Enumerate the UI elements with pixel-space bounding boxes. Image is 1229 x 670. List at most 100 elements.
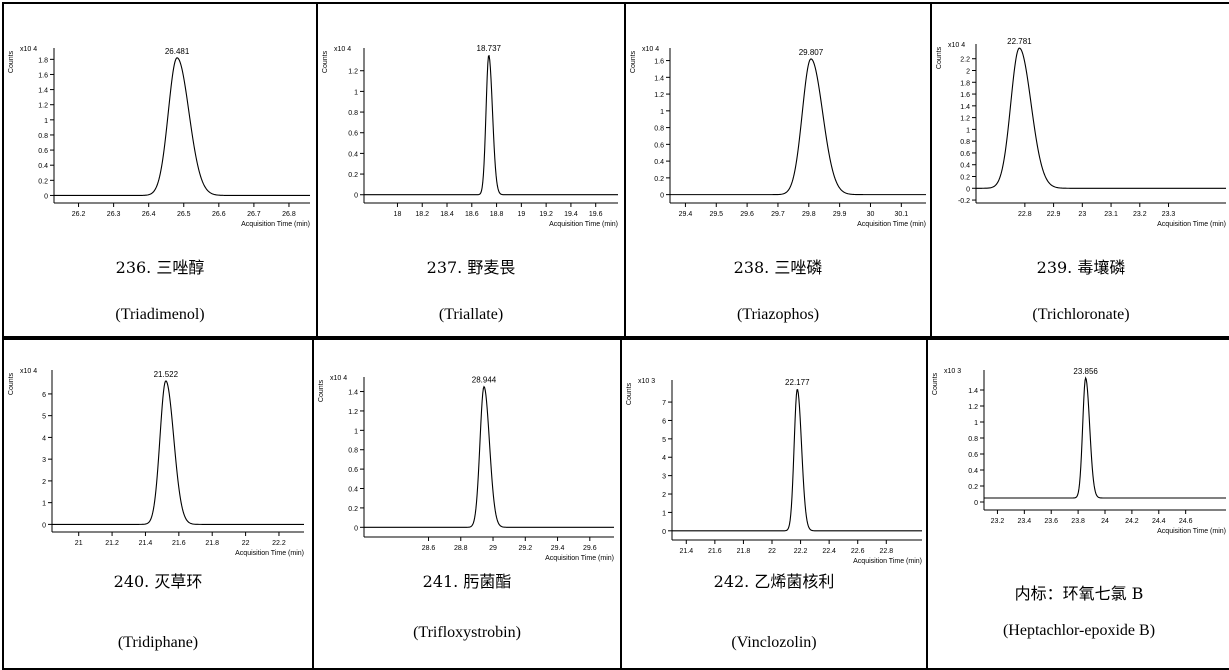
x-tick-label: 22.2 [794,548,808,555]
y-scale-label: x10 4 [948,42,965,49]
y-axis-title: Counts [8,50,15,73]
x-tick-label: 29.7 [771,211,785,218]
x-tick-label: 21.8 [737,548,751,555]
x-tick-label: 23.2 [1133,211,1147,218]
y-axis-title: Counts [626,382,633,405]
y-tick-label: 0.6 [38,148,48,155]
y-tick-label: 0 [44,193,48,200]
y-tick-label: 1 [662,510,666,517]
x-tick-label: 18 [394,211,402,218]
x-tick-label: 19.2 [539,211,553,218]
compound-name-english: (Vinclozolin) [731,634,817,651]
y-tick-label: 1.4 [348,390,358,397]
y-scale-label: x10 3 [638,378,655,385]
y-tick-label: 0.6 [968,452,978,459]
x-tick-label: 30.1 [895,211,909,218]
peak-label: 26.481 [165,47,190,56]
compound-name-chinese: 内标：环氧七氯 B [1014,584,1144,603]
y-tick-label: 7 [662,400,666,407]
y-tick-label: 0.6 [960,151,970,158]
x-tick-label: 22 [242,540,250,547]
chromatogram-chart: 0 0.2 0.4 0.6 0.8 1 1.2 1.4 1.6 1.8 26.2 26.3 26.4 26… [8,46,310,228]
x-axis-title: Acquisition Time (min) [857,221,926,228]
y-tick-label: 0.8 [38,133,48,140]
chromatogram-panel: 0 0.2 0.4 0.6 0.8 1 1.2 1.4 1.6 1.8 26.2 26.3 26.4 26… [2,2,318,338]
y-tick-label: 0.2 [38,178,48,185]
y-tick-label: 1 [660,109,664,116]
y-axis-title: Counts [630,50,637,73]
y-tick-label: 0.2 [960,175,970,182]
y-tick-label: 1 [354,89,358,96]
x-tick-label: 28.6 [422,545,436,552]
chromatogram-panel: -0.2 0 0.2 0.4 0.6 0.8 1 1.2 1.4 1.6 1.8 2 2.2 22.8 22… [930,2,1229,338]
y-tick-label: 0.8 [348,448,358,455]
compound-name-english: (Triadimenol) [115,306,205,323]
x-tick-label: 29.6 [583,545,597,552]
x-tick-label: 26.4 [142,211,156,218]
y-tick-label: 0.6 [654,142,664,149]
y-tick-label: 0 [42,522,46,529]
y-tick-label: 1 [44,118,48,125]
x-tick-label: 24 [1101,518,1109,525]
y-tick-label: 2 [966,69,970,76]
compound-name-chinese: 238. 三唑磷 [733,258,823,277]
y-tick-label: 2 [42,479,46,486]
y-tick-label: 0.4 [960,163,970,170]
x-tick-label: 22.8 [879,548,893,555]
y-tick-label: 0 [660,193,664,200]
y-tick-label: 0 [974,500,978,507]
y-tick-label: 0 [354,525,358,532]
y-tick-label: 1.4 [960,104,970,111]
x-tick-label: 24.2 [1125,518,1139,525]
y-axis-title: Counts [8,372,15,395]
x-tick-label: 28.8 [454,545,468,552]
x-tick-label: 23.8 [1071,518,1085,525]
chromatogram-chart: 0 1 2 3 4 5 6 7 21.4 21.6 21.8 22 22.2 22.4 22.6 22.8 x1… [626,378,922,565]
y-tick-label: -0.2 [958,198,970,205]
compound-name-chinese: 241. 肟菌酯 [422,572,512,591]
y-tick-label: 4 [662,455,666,462]
y-scale-label: x10 3 [944,368,961,375]
y-tick-label: 1.4 [38,88,48,95]
y-tick-label: 0.2 [654,176,664,183]
y-tick-label: 0.8 [960,139,970,146]
y-tick-label: 1.8 [38,57,48,64]
x-tick-label: 22.9 [1047,211,1061,218]
y-tick-label: 0.4 [348,151,358,158]
x-tick-label: 18.2 [415,211,429,218]
compound-name-chinese: 240. 灭草环 [113,572,203,591]
y-scale-label: x10 4 [642,46,659,53]
x-tick-label: 26.2 [72,211,86,218]
y-tick-label: 1.2 [960,116,970,123]
y-tick-label: 0.4 [654,159,664,166]
x-axis-title: Acquisition Time (min) [241,221,310,228]
peak-label: 21.522 [154,370,179,379]
y-tick-label: 1.4 [654,75,664,82]
x-tick-label: 26.3 [107,211,121,218]
y-tick-label: 1.6 [38,72,48,79]
x-tick-label: 29.4 [679,211,693,218]
y-tick-label: 4 [42,435,46,442]
x-tick-label: 23.6 [1044,518,1058,525]
x-tick-label: 23.4 [1018,518,1032,525]
y-tick-label: 0.6 [348,131,358,138]
x-tick-label: 23.2 [991,518,1005,525]
chromatogram-panel: 0 0.2 0.4 0.6 0.8 1 1.2 1.4 1.6 29.4 29.5 29.6 29.7 2… [624,2,932,338]
y-tick-label: 1.6 [960,92,970,99]
y-tick-label: 0.8 [348,110,358,117]
x-tick-label: 18.6 [465,211,479,218]
x-tick-label: 22.4 [822,548,836,555]
y-tick-label: 0.2 [348,172,358,179]
x-tick-label: 30 [867,211,875,218]
peak-trace [670,58,926,196]
y-tick-label: 1 [974,420,978,427]
peak-label: 29.807 [799,48,824,57]
x-tick-label: 29.4 [551,545,565,552]
y-tick-label: 0.2 [968,484,978,491]
y-tick-label: 0.4 [348,487,358,494]
y-tick-label: 0.4 [968,468,978,475]
y-scale-label: x10 4 [334,46,351,53]
x-axis-title: Acquisition Time (min) [235,550,304,557]
x-tick-label: 29 [489,545,497,552]
